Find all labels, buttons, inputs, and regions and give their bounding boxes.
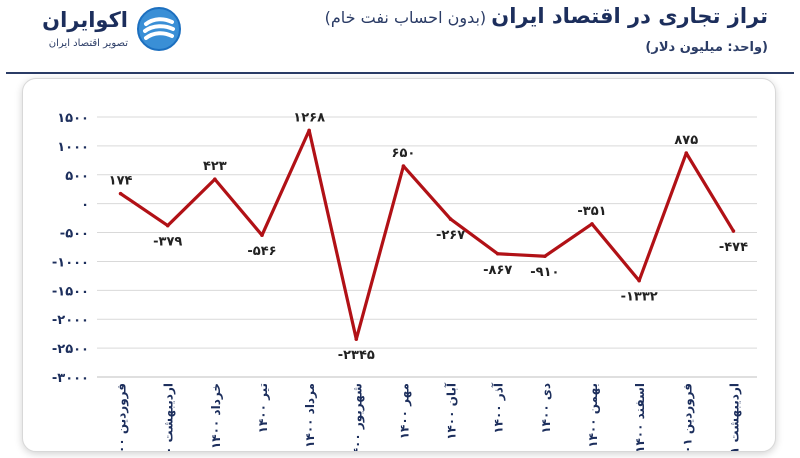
unit-label: (واحد: میلیون دلار) bbox=[645, 40, 768, 55]
y-tick-label: ۱۰۰۰ bbox=[57, 140, 89, 155]
data-label: -۵۴۶ bbox=[247, 244, 276, 259]
data-point bbox=[684, 151, 689, 155]
line-chart: ۱۵۰۰ ۱۰۰۰ ۵۰۰ ۰ -۵۰۰ -۱۰۰۰ -۱۵۰۰ -۲۰۰۰ -۲۵۰۰ -۳۰۰… bbox=[52, 110, 757, 451]
data-label: -۱۳۳۲ bbox=[621, 290, 658, 305]
data-point bbox=[260, 233, 264, 238]
title-subtitle: (بدون احساب نفت خام) bbox=[324, 8, 487, 27]
data-point bbox=[637, 278, 641, 283]
data-label: -۹۱۰ bbox=[530, 265, 559, 280]
logo-mark-icon bbox=[137, 7, 181, 51]
data-point bbox=[590, 222, 594, 226]
data-point bbox=[118, 191, 123, 196]
data-point bbox=[448, 217, 453, 221]
x-tick-label: اسفند ۱۴۰۰ bbox=[633, 383, 647, 451]
x-tick-label: مهر ۱۴۰۰ bbox=[397, 383, 411, 439]
data-point bbox=[307, 128, 311, 133]
data-point bbox=[213, 177, 217, 182]
x-tick-label: آذر ۱۴۰۰ bbox=[491, 382, 506, 434]
y-tick-label: -۳۰۰۰ bbox=[52, 371, 89, 386]
x-tick-label: خرداد ۱۴۰۰ bbox=[209, 383, 223, 449]
data-label: -۴۷۴ bbox=[719, 240, 748, 255]
x-tick-label: شهریور ۱۴۰۰ bbox=[350, 383, 365, 451]
data-label: -۸۶۷ bbox=[483, 263, 512, 278]
data-point bbox=[354, 337, 359, 341]
data-point bbox=[731, 229, 736, 233]
x-tick-label: دی ۱۴۰۰ bbox=[539, 383, 553, 434]
data-label: ۶۵۰ bbox=[392, 146, 416, 161]
data-point bbox=[401, 164, 406, 168]
data-label: ۴۲۳ bbox=[203, 159, 227, 174]
data-label: -۲۶۷ bbox=[436, 228, 465, 243]
y-tick-label: ۱۵۰۰ bbox=[57, 111, 89, 126]
x-tick-label: آبان ۱۴۰۰ bbox=[444, 382, 459, 440]
data-point bbox=[495, 251, 500, 256]
x-tick-label: تیر ۱۴۰۰ bbox=[256, 383, 270, 433]
y-tick-label: ۰ bbox=[81, 198, 89, 213]
x-tick-label: اردیبهشت ۱۴۰۰ bbox=[162, 383, 176, 451]
y-tick-label: -۲۰۰۰ bbox=[52, 313, 89, 328]
y-tick-label: -۵۰۰ bbox=[60, 227, 89, 242]
data-point bbox=[543, 254, 547, 259]
x-tick-label: فروردین ۱۴۰۱ bbox=[680, 383, 695, 451]
data-label: -۳۷۹ bbox=[153, 235, 182, 250]
x-tick-label: اردیبهشت ۱۴۰۱ bbox=[727, 383, 741, 451]
logo: اکوایران تصویر اقتصاد ایران bbox=[18, 6, 183, 54]
chart-title: تراز تجاری در اقتصاد ایران (بدون احساب ن… bbox=[325, 4, 768, 28]
data-point bbox=[165, 223, 170, 228]
data-label: -۲۳۴۵ bbox=[338, 348, 375, 363]
y-tick-label: -۱۰۰۰ bbox=[52, 255, 89, 270]
y-tick-label: -۱۵۰۰ bbox=[52, 284, 89, 299]
data-label: ۱۷۴ bbox=[109, 174, 133, 189]
series-line bbox=[118, 128, 736, 341]
logo-name: اکوایران bbox=[42, 8, 128, 32]
data-label: -۳۵۱ bbox=[577, 204, 606, 219]
logo-tagline: تصویر اقتصاد ایران bbox=[48, 38, 128, 49]
data-label: ۱۲۶۸ bbox=[293, 110, 325, 125]
y-tick-label: -۲۵۰۰ bbox=[52, 342, 89, 357]
chart-panel: ۱۵۰۰ ۱۰۰۰ ۵۰۰ ۰ -۵۰۰ -۱۰۰۰ -۱۵۰۰ -۲۰۰۰ -۲۵۰۰ -۳۰۰… bbox=[22, 78, 776, 452]
x-tick-label: بهمن ۱۴۰۰ bbox=[586, 383, 600, 448]
header-rule bbox=[6, 72, 794, 74]
header: تراز تجاری در اقتصاد ایران (بدون احساب ن… bbox=[0, 0, 800, 75]
x-tick-label: مرداد ۱۴۰۰ bbox=[303, 383, 317, 448]
x-tick-label: فروردین ۱۴۰۰ bbox=[115, 383, 130, 451]
title-main: تراز تجاری در اقتصاد ایران bbox=[491, 4, 768, 28]
data-label: ۸۷۵ bbox=[674, 133, 698, 148]
y-tick-label: ۵۰۰ bbox=[65, 169, 89, 184]
